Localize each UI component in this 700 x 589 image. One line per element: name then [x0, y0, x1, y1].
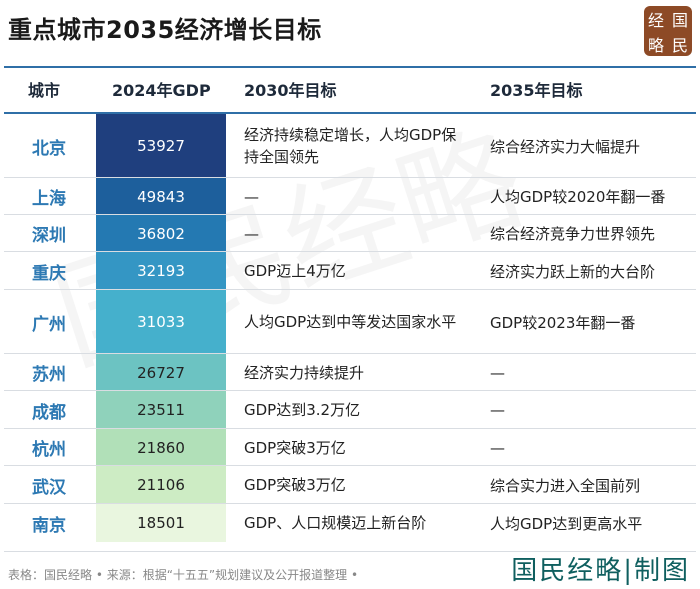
goal-2030-cell: 经济实力持续提升 — [244, 363, 365, 382]
column-header-2035: 2035年目标 — [490, 81, 583, 100]
goal-2035-cell: GDP较2023年翻一番 — [490, 313, 636, 332]
goal-2035-cell: — — [490, 438, 505, 457]
column-header-city: 城市 — [28, 81, 61, 100]
row-divider — [4, 353, 696, 354]
goal-2035-cell: 人均GDP较2020年翻一番 — [490, 188, 666, 206]
source-note: 表格：国民经略 • 来源：根据“十五五”规划建议及公开报道整理 • — [8, 568, 359, 582]
table-row: 上海 49843 — 人均GDP较2020年翻一番 — [4, 178, 696, 215]
goal-2030-cell: 经济持续稳定增长，人均GDP保持全国领先 — [244, 126, 457, 166]
city-cell: 重庆 — [32, 263, 66, 284]
city-cell: 广州 — [32, 314, 66, 335]
row-divider — [4, 390, 696, 391]
city-cell: 成都 — [32, 402, 66, 423]
gdp-cell: 49843 — [96, 178, 226, 215]
goal-2035-cell: 综合实力进入全国前列 — [490, 476, 641, 495]
column-header-2030: 2030年目标 — [244, 81, 337, 100]
page-title: 重点城市2035经济增长目标 — [8, 16, 322, 44]
city-cell: 杭州 — [32, 440, 66, 460]
goal-2035-cell: 经济实力跃上新的大台阶 — [490, 262, 656, 281]
goal-2035-cell: 人均GDP达到更高水平 — [490, 514, 643, 533]
table-row: 深圳 36802 — 综合经济竞争力世界领先 — [4, 215, 696, 252]
header-divider — [4, 66, 696, 68]
table-row: 杭州 21860 GDP突破3万亿 — — [4, 429, 696, 466]
gdp-cell: 31033 — [96, 290, 226, 354]
row-divider — [4, 465, 696, 466]
city-cell: 深圳 — [32, 226, 66, 246]
row-divider — [4, 503, 696, 504]
goal-2030-cell: GDP迈上4万亿 — [244, 262, 346, 280]
table-row: 苏州 26727 经济实力持续提升 — — [4, 354, 696, 391]
city-cell: 武汉 — [32, 477, 66, 498]
city-cell: 南京 — [32, 515, 66, 536]
goal-2030-cell: 人均GDP达到中等发达国家水平 — [244, 313, 457, 331]
brand-logo: 经 国 略 民 — [644, 6, 692, 56]
table-row: 南京 18501 GDP、人口规模迈上新台阶 人均GDP达到更高水平 — [4, 504, 696, 542]
logo-char: 经 — [647, 10, 664, 30]
gdp-cell: 26727 — [96, 354, 226, 391]
row-divider — [4, 289, 696, 290]
logo-char: 略 — [647, 35, 664, 55]
gdp-cell: 23511 — [96, 391, 226, 429]
goal-2030-cell: GDP突破3万亿 — [244, 438, 346, 457]
footer-divider — [4, 551, 696, 552]
column-header-gdp: 2024年GDP — [112, 81, 211, 100]
footer-brand: 国民经略|制图 — [511, 556, 690, 586]
gdp-cell: 32193 — [96, 252, 226, 290]
gdp-cell: 36802 — [96, 215, 226, 252]
goal-2030-cell: GDP达到3.2万亿 — [244, 401, 361, 419]
table-row: 北京 53927 经济持续稳定增长，人均GDP保持全国领先 综合经济实力大幅提升 — [4, 114, 696, 178]
table-row: 武汉 21106 GDP突破3万亿 综合实力进入全国前列 — [4, 466, 696, 504]
goal-2035-cell: — — [490, 363, 505, 382]
goal-2030-cell: — — [244, 224, 259, 243]
goal-2035-cell: — — [490, 401, 505, 419]
row-divider — [4, 177, 696, 178]
gdp-cell: 53927 — [96, 114, 226, 178]
gdp-cell: 21106 — [96, 466, 226, 504]
gdp-cell: 21860 — [96, 429, 226, 466]
goal-2035-cell: 综合经济竞争力世界领先 — [490, 225, 656, 243]
table-row: 成都 23511 GDP达到3.2万亿 — — [4, 391, 696, 429]
row-divider — [4, 251, 696, 252]
goal-2030-cell: GDP突破3万亿 — [244, 476, 346, 494]
city-cell: 北京 — [32, 138, 66, 159]
goal-2035-cell: 综合经济实力大幅提升 — [490, 137, 641, 156]
table-row: 广州 31033 人均GDP达到中等发达国家水平 GDP较2023年翻一番 — [4, 290, 696, 354]
header: 重点城市2035经济增长目标 经 国 略 民 — [0, 0, 700, 62]
goal-2030-cell: GDP、人口规模迈上新台阶 — [244, 514, 427, 532]
row-divider — [4, 214, 696, 215]
logo-char: 国 — [671, 10, 688, 30]
city-cell: 上海 — [32, 189, 66, 209]
goal-2030-cell: — — [244, 187, 259, 206]
table-row: 重庆 32193 GDP迈上4万亿 经济实力跃上新的大台阶 — [4, 252, 696, 290]
city-cell: 苏州 — [32, 365, 66, 385]
table-header-divider — [4, 112, 696, 114]
logo-char: 民 — [671, 35, 688, 55]
row-divider — [4, 428, 696, 429]
gdp-cell: 18501 — [96, 504, 226, 542]
